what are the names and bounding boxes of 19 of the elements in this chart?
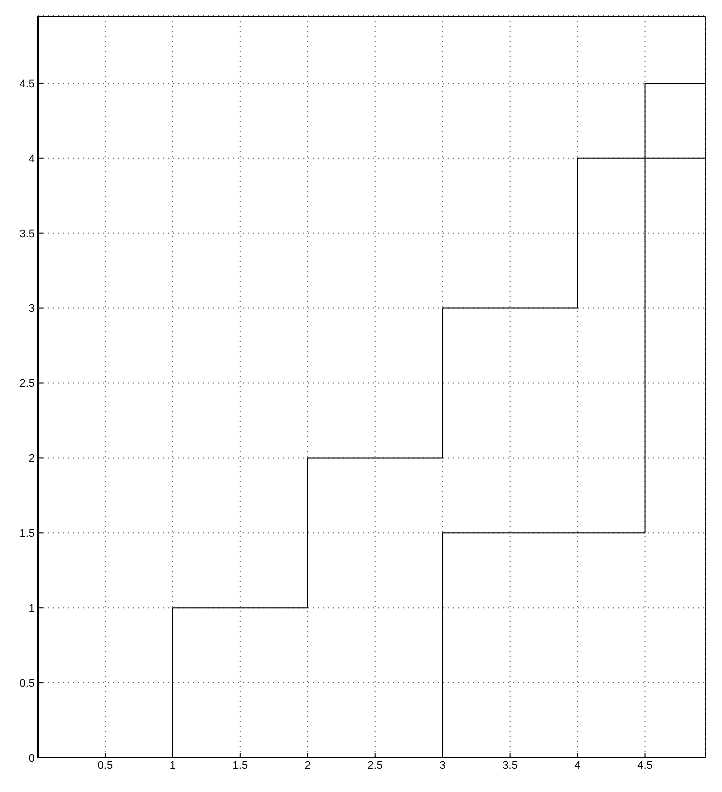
x-tick-label: 2 xyxy=(304,760,311,772)
y-tick-label: 4.5 xyxy=(20,78,35,90)
y-tick-label: 0.5 xyxy=(20,678,35,690)
x-tick-label: 3 xyxy=(440,760,446,772)
y-tick-label: 3 xyxy=(28,303,35,316)
x-tick-label: 4.5 xyxy=(638,760,653,772)
x-tick-label: 1 xyxy=(170,760,176,772)
y-tick-label: 1 xyxy=(28,603,35,616)
x-tick-label: 4 xyxy=(574,760,581,772)
y-tick-label: 1.5 xyxy=(20,528,35,540)
y-tick-label: 0 xyxy=(28,752,35,765)
x-tick-label: 2.5 xyxy=(368,760,384,772)
y-tick-label: 4 xyxy=(28,153,35,166)
y-tick-label: 2 xyxy=(28,453,35,466)
x-tick-label: 3.5 xyxy=(502,760,518,772)
y-tick-label: 2.5 xyxy=(20,378,35,390)
y-tick-label: 3.5 xyxy=(20,228,35,240)
x-tick-label: 0.5 xyxy=(98,760,114,772)
x-tick-label: 1.5 xyxy=(232,760,248,772)
